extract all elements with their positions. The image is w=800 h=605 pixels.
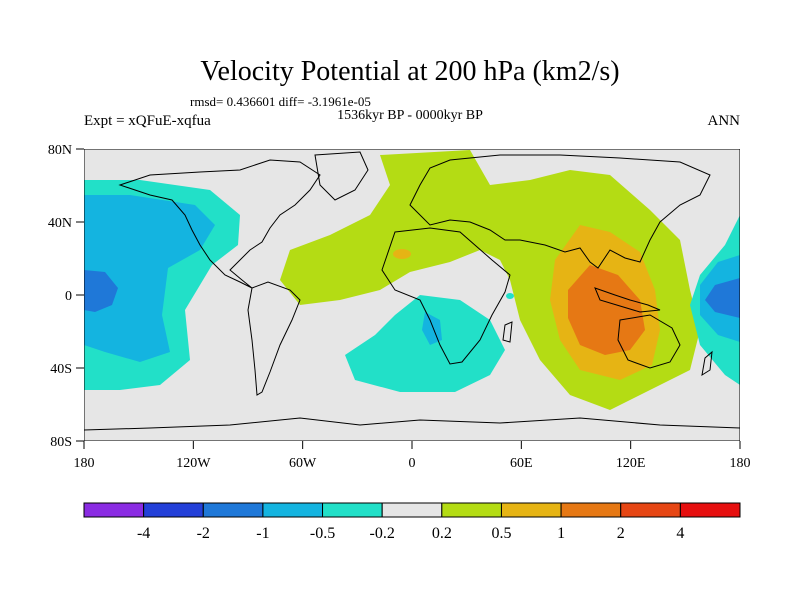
coastlines	[84, 151, 740, 431]
y-tick-label: 0	[65, 289, 72, 304]
x-tick-label: 120W	[176, 456, 211, 471]
colorbar-label: -0.5	[310, 525, 335, 542]
contour-region	[345, 295, 505, 392]
y-axis: 80N 40N 0 40S 80S	[48, 143, 84, 450]
colorbar-swatch	[143, 502, 204, 518]
x-tick-label: 120E	[616, 456, 646, 471]
colorbar-swatch	[500, 502, 562, 518]
y-tick-label: 80S	[50, 435, 72, 450]
colorbar-swatch	[202, 502, 264, 518]
colorbar-swatch	[262, 502, 324, 518]
colorbar-swatch	[620, 502, 681, 518]
experiment-label: Expt = xQFuE-xqfua	[84, 113, 211, 129]
map-panel	[84, 149, 740, 441]
x-tick-label: 60W	[289, 456, 317, 471]
y-tick-label: 40N	[48, 216, 72, 231]
contour-region	[84, 195, 215, 362]
contour-region	[84, 270, 118, 312]
contour-region	[393, 249, 411, 259]
contour-region	[568, 265, 645, 355]
colorbar-swatch	[381, 502, 443, 518]
x-tick-label: 180	[74, 456, 95, 471]
chart-subtitle: 1536kyr BP - 0000kyr BP	[337, 108, 483, 123]
colorbar-label: -2	[197, 525, 210, 542]
contour-region	[705, 278, 740, 318]
colorbar-label: -4	[137, 525, 150, 542]
x-tick-label: 0	[409, 456, 416, 471]
chart-title: Velocity Potential at 200 hPa (km2/s)	[200, 56, 619, 87]
colorbar-swatch	[83, 502, 145, 518]
colorbar-label: 4	[676, 525, 684, 542]
x-axis: 180 120W 60W 0 60E 120E 180	[74, 441, 751, 471]
colorbar-label: -0.2	[370, 525, 395, 542]
x-tick-label: 60E	[510, 456, 533, 471]
coastline-eurasia	[409, 154, 711, 269]
coastline-australia	[617, 314, 681, 369]
coastline-north-america	[118, 159, 321, 289]
colorbar-swatch	[322, 502, 383, 518]
colorbar-swatch	[679, 502, 741, 518]
colorbar: -4 -2 -1 -0.5 -0.2 0.2 0.5 1 2 4	[83, 502, 741, 542]
coastline-greenland	[314, 151, 369, 201]
y-tick-label: 40S	[50, 362, 72, 377]
coastline-africa	[381, 227, 511, 365]
coastline-antarctica	[84, 417, 740, 431]
coastline-new-zealand	[701, 350, 713, 377]
coastline-south-america	[247, 281, 301, 396]
colorbar-label: -1	[256, 525, 269, 542]
contour-region	[506, 293, 514, 299]
coastline-indonesia	[594, 287, 661, 313]
y-tick-label: 80N	[48, 143, 72, 158]
season-label: ANN	[708, 113, 741, 129]
colorbar-label: 1	[557, 525, 565, 542]
coastline-madagascar	[502, 321, 513, 343]
stats-text: rmsd= 0.436601 diff= -3.1961e-05	[190, 94, 371, 109]
x-tick-label: 180	[730, 456, 751, 471]
colorbar-swatch	[441, 502, 502, 518]
colorbar-label: 2	[617, 525, 625, 542]
colorbar-label: 0.2	[432, 525, 452, 542]
colorbar-swatch	[560, 502, 622, 518]
colorbar-label: 0.5	[491, 525, 511, 542]
